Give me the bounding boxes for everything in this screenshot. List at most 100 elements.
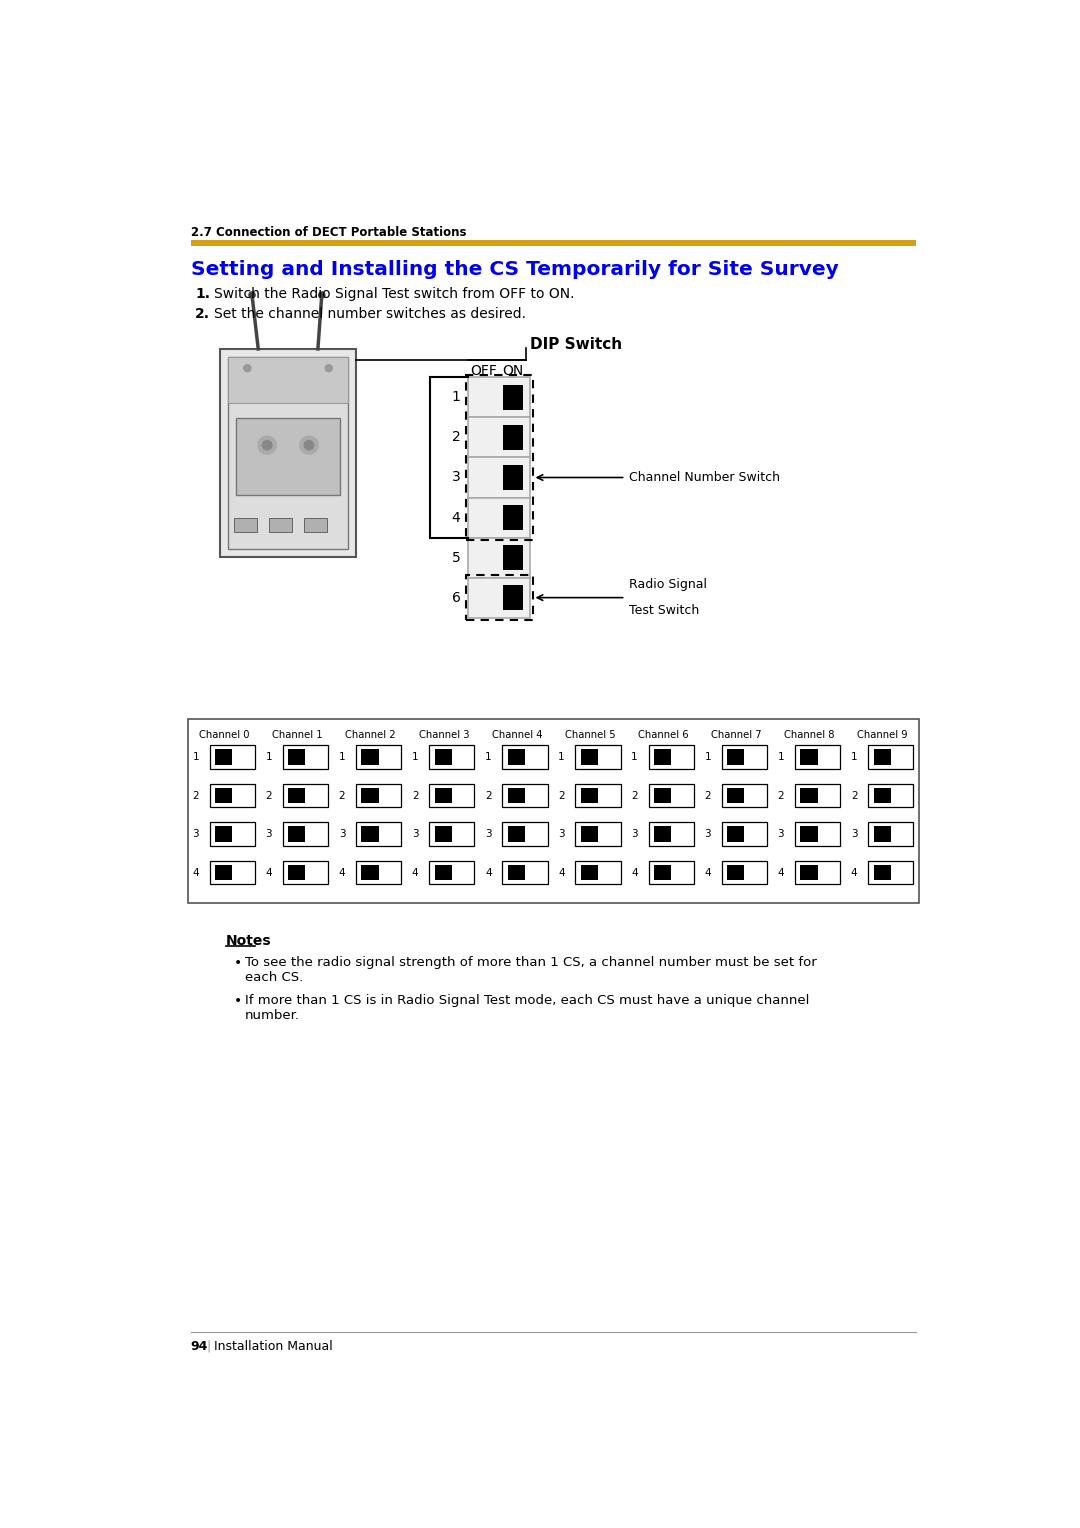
Bar <box>649 784 694 807</box>
Text: 1: 1 <box>339 752 346 762</box>
Text: Channel 0: Channel 0 <box>199 730 249 740</box>
Bar <box>654 865 672 880</box>
Bar <box>283 822 328 845</box>
Text: 1: 1 <box>778 752 784 762</box>
Bar <box>210 860 255 885</box>
Bar <box>502 860 548 885</box>
Text: 2: 2 <box>339 790 346 801</box>
Bar <box>576 746 621 769</box>
Text: 2.7 Connection of DECT Portable Stations: 2.7 Connection of DECT Portable Stations <box>191 226 467 238</box>
Bar <box>210 784 255 807</box>
Bar <box>465 575 532 620</box>
Text: 4: 4 <box>411 868 418 877</box>
Bar <box>288 787 306 804</box>
Bar <box>502 784 548 807</box>
Bar <box>429 860 474 885</box>
Bar <box>502 822 548 845</box>
Bar <box>503 385 523 410</box>
Text: 1: 1 <box>485 752 491 762</box>
Text: 2: 2 <box>192 790 199 801</box>
Bar <box>362 827 379 842</box>
Circle shape <box>325 364 333 371</box>
Bar <box>727 749 744 766</box>
Text: 5: 5 <box>451 550 460 564</box>
Text: Test Switch: Test Switch <box>630 604 700 617</box>
Bar <box>508 787 525 804</box>
Bar <box>800 827 818 842</box>
Text: Channel 9: Channel 9 <box>858 730 908 740</box>
Text: 3: 3 <box>704 830 711 839</box>
Text: 1: 1 <box>558 752 565 762</box>
Text: 2: 2 <box>778 790 784 801</box>
Bar <box>654 827 672 842</box>
Text: 2: 2 <box>558 790 565 801</box>
Text: 1: 1 <box>266 752 272 762</box>
Bar <box>210 746 255 769</box>
Bar <box>465 374 532 539</box>
Text: Notes: Notes <box>226 934 271 947</box>
Bar <box>356 746 402 769</box>
Bar <box>215 827 232 842</box>
Text: Channel Number Switch: Channel Number Switch <box>630 471 781 484</box>
Bar <box>429 746 474 769</box>
Bar <box>362 787 379 804</box>
Text: 94: 94 <box>191 1340 208 1352</box>
Bar <box>581 865 598 880</box>
Text: 3: 3 <box>451 471 460 484</box>
Text: 4: 4 <box>266 868 272 877</box>
Text: |: | <box>206 1340 211 1352</box>
Bar <box>434 865 451 880</box>
Text: 3: 3 <box>192 830 199 839</box>
Bar <box>303 518 327 532</box>
Text: 3: 3 <box>851 830 858 839</box>
Bar <box>288 827 306 842</box>
Bar <box>269 518 293 532</box>
Text: Radio Signal: Radio Signal <box>630 579 707 591</box>
Bar <box>356 860 402 885</box>
Bar <box>234 518 257 532</box>
Text: 2: 2 <box>704 790 711 801</box>
Bar <box>874 865 891 880</box>
Text: 3: 3 <box>778 830 784 839</box>
Bar <box>469 457 530 498</box>
Bar <box>228 356 348 403</box>
Bar <box>654 749 672 766</box>
Bar <box>508 865 525 880</box>
Bar <box>503 465 523 490</box>
Bar <box>469 417 530 457</box>
Bar <box>434 749 451 766</box>
Bar <box>581 749 598 766</box>
Text: 4: 4 <box>339 868 346 877</box>
Bar <box>795 784 840 807</box>
Text: 2: 2 <box>266 790 272 801</box>
Bar <box>356 784 402 807</box>
Text: Channel 8: Channel 8 <box>784 730 835 740</box>
Bar <box>576 784 621 807</box>
Text: 1: 1 <box>411 752 418 762</box>
Circle shape <box>261 440 272 451</box>
Text: Switch the Radio Signal Test switch from OFF to ON.: Switch the Radio Signal Test switch from… <box>214 287 575 301</box>
Text: 4: 4 <box>778 868 784 877</box>
Text: 1: 1 <box>851 752 858 762</box>
Bar <box>649 746 694 769</box>
Bar <box>228 356 348 549</box>
Text: 4: 4 <box>851 868 858 877</box>
Bar <box>727 827 744 842</box>
Circle shape <box>303 440 314 451</box>
Bar <box>362 865 379 880</box>
Bar <box>191 240 916 246</box>
Bar <box>220 348 356 556</box>
Text: If more than 1 CS is in Radio Signal Test mode, each CS must have a unique chann: If more than 1 CS is in Radio Signal Tes… <box>245 995 809 1022</box>
Bar <box>469 498 530 538</box>
Bar <box>502 746 548 769</box>
Bar <box>727 865 744 880</box>
Text: 2.: 2. <box>195 307 211 321</box>
Text: 2: 2 <box>632 790 638 801</box>
Text: 3: 3 <box>266 830 272 839</box>
Bar <box>874 749 891 766</box>
Text: Channel 2: Channel 2 <box>346 730 396 740</box>
Text: Installation Manual: Installation Manual <box>214 1340 333 1352</box>
Bar <box>576 860 621 885</box>
Bar <box>356 822 402 845</box>
Text: To see the radio signal strength of more than 1 CS, a channel number must be set: To see the radio signal strength of more… <box>245 955 816 984</box>
